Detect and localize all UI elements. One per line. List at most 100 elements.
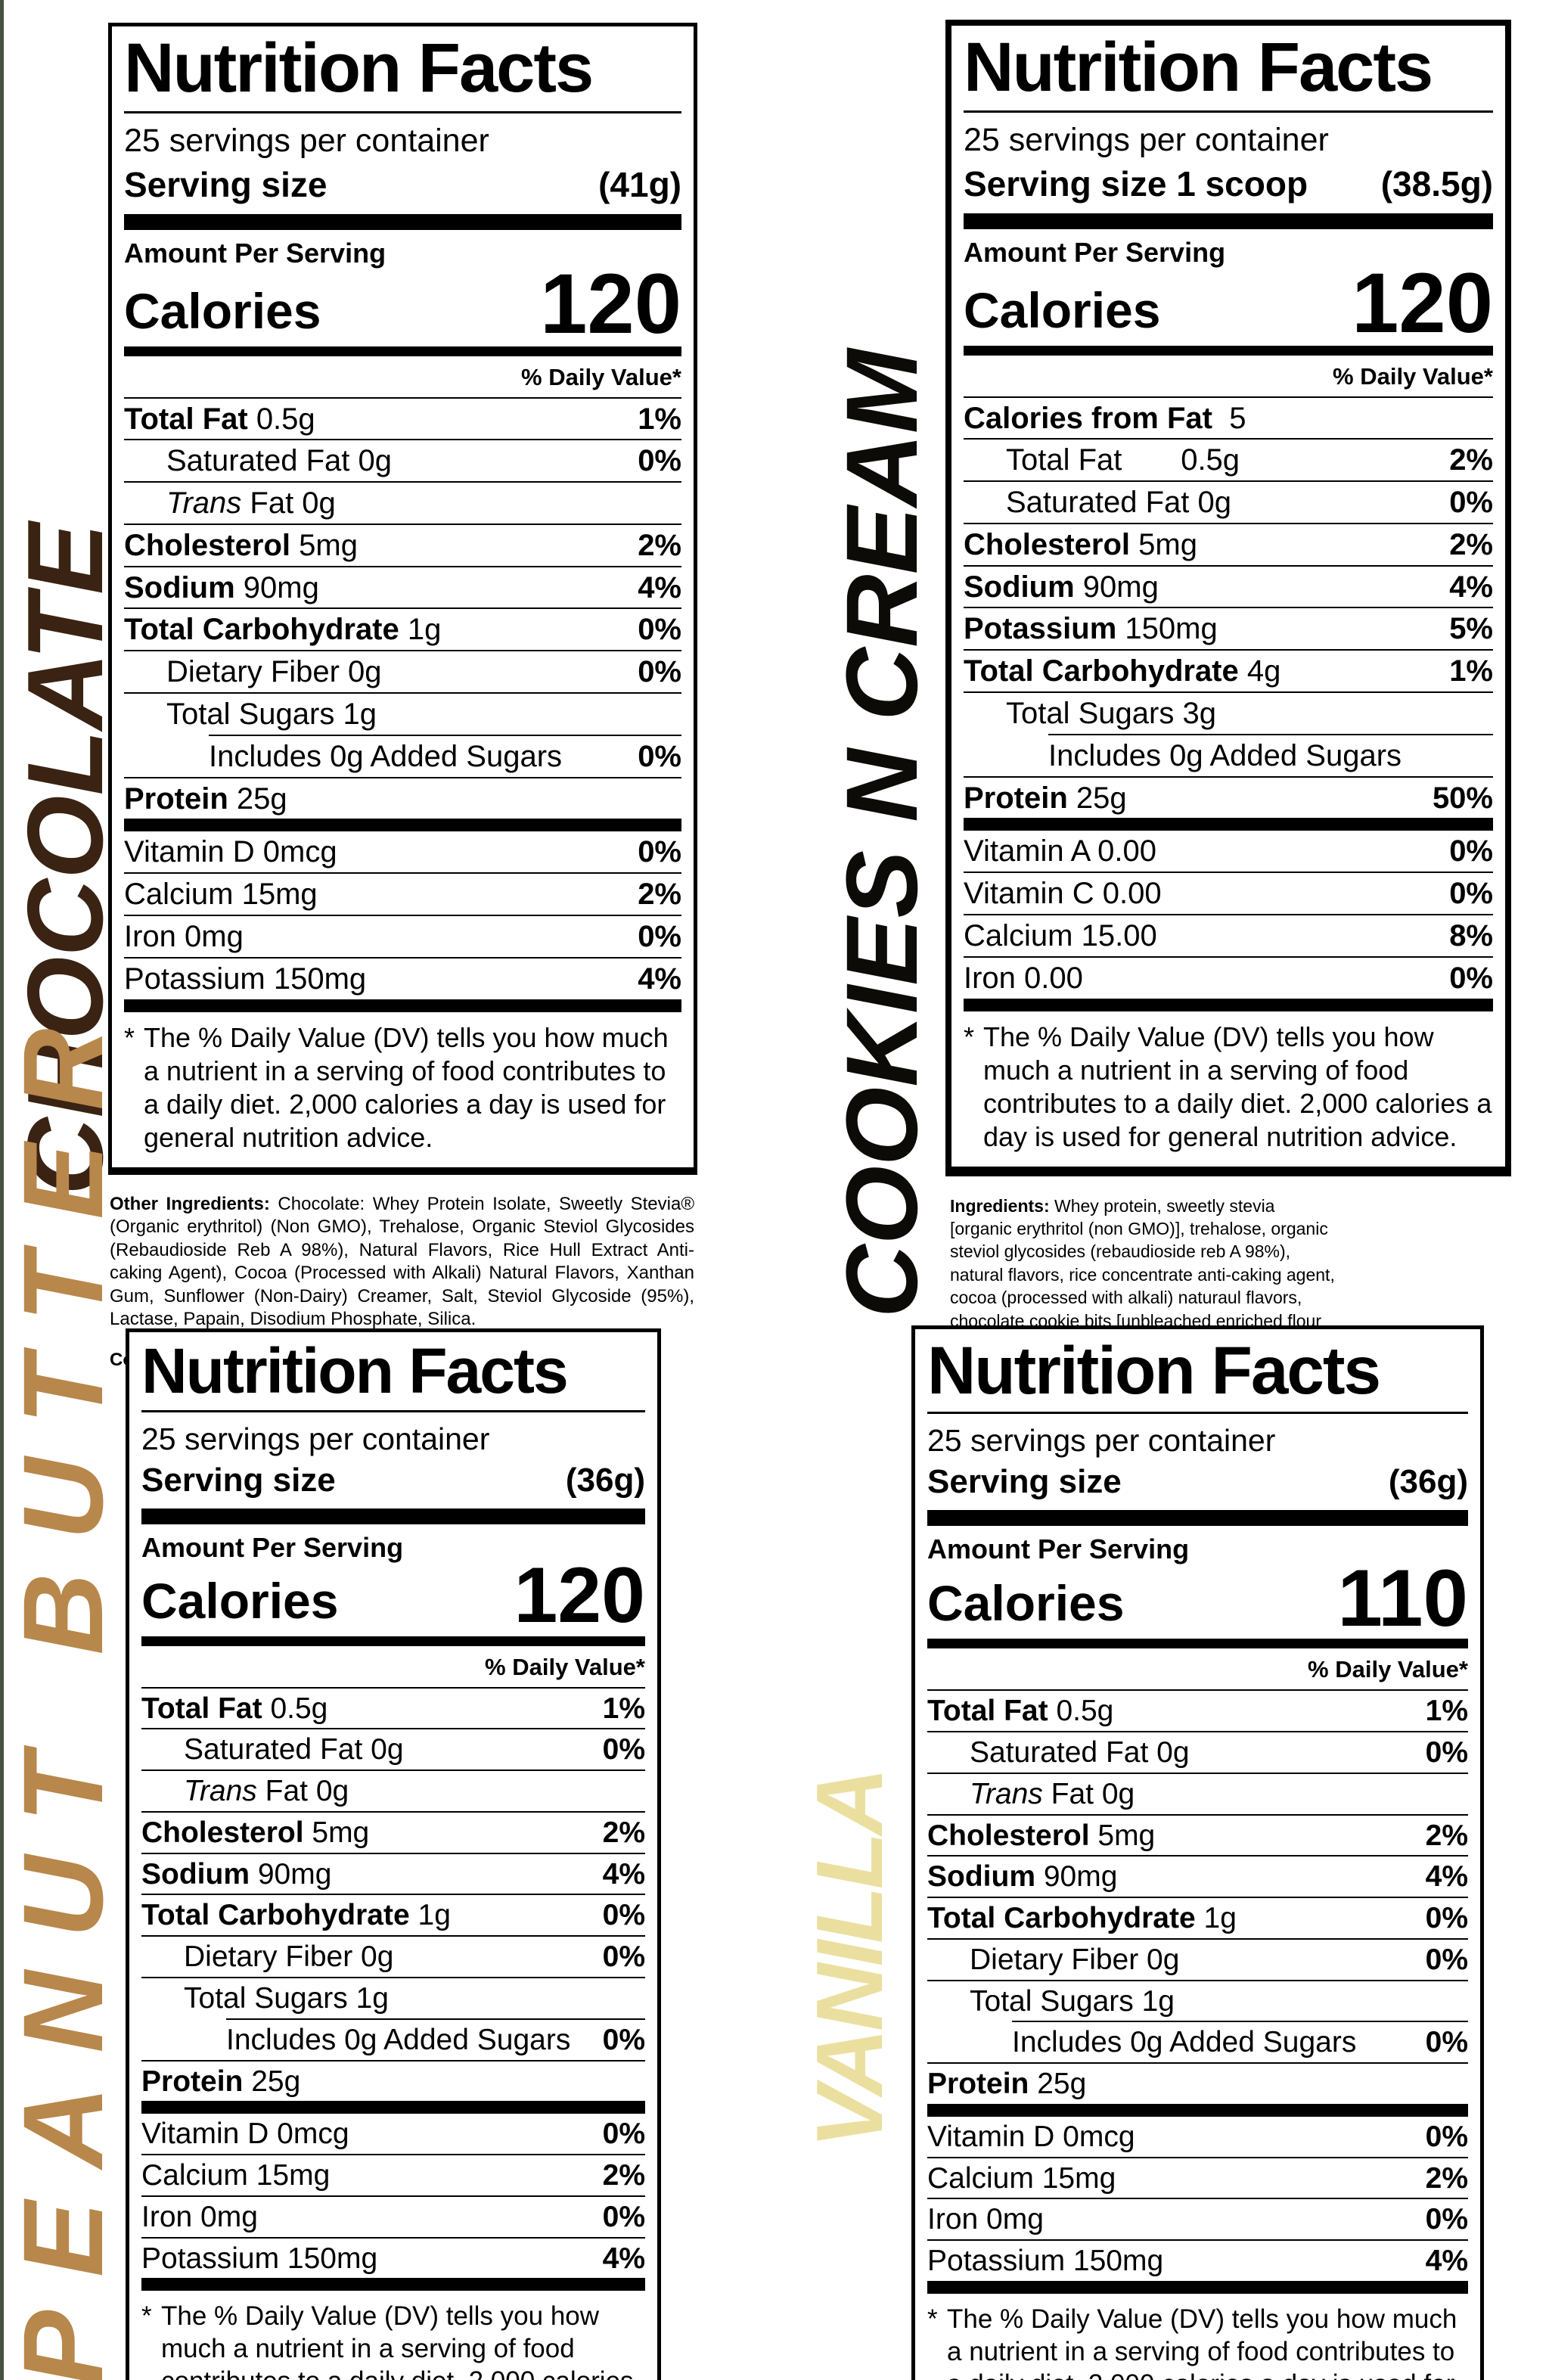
label-vanilla: Nutrition Facts 25 servings per containe… [911,1325,1484,2380]
daily-value-percent: 0% [602,2117,645,2151]
daily-value-percent: 0% [602,1940,645,1974]
nutrient-row: Vitamin A 0.00 0% [964,834,1493,868]
serving-size-row: Serving size 1 scoop (38.5g) [964,160,1493,213]
daily-value-header: % Daily Value* [521,363,681,390]
daily-value-percent: 4% [1449,570,1493,604]
daily-value-percent: 0% [1425,1943,1468,1976]
daily-value-percent: 0% [1449,486,1493,520]
divider-bar-section [124,819,681,832]
daily-value-header: % Daily Value* [1308,1656,1468,1683]
daily-value-percent: 1% [1449,654,1493,688]
label-chocolate: Nutrition Facts 25 servings per containe… [108,23,697,1371]
serving-size-label: Serving size 1 scoop [964,163,1308,204]
daily-value-percent: 4% [638,570,681,604]
nutrient-row: Includes 0g Added Sugars 0% [124,734,681,777]
divider-bar-section [141,2278,645,2291]
daily-value-percent: 0% [1425,2120,1468,2153]
serving-size-weight: (38.5g) [1380,163,1493,204]
daily-value-percent: 0% [602,2023,645,2056]
label-title: Nutrition Facts [141,1335,645,1413]
vitamin-rows: Vitamin D 0mcg 0% Calcium 15mg 2% Iron 0mg 0%… [927,2117,1468,2281]
label-title: Nutrition Facts [124,30,681,113]
ingredients-lead: Ingredients: [950,1195,1050,1216]
footnote-text: The % Daily Value (DV) tells you how muc… [983,1021,1492,1153]
calories-value: 110 [1337,1552,1468,1643]
calories-label: Calories [927,1575,1125,1632]
serving-size-row: Serving size (36g) [141,1459,645,1508]
page-edge-strip [0,0,4,2380]
daily-value-percent: 0% [1449,834,1493,868]
divider-bar-section [964,998,1493,1011]
daily-value-header: % Daily Value* [485,1653,645,1680]
serving-size-row: Serving size (41g) [124,161,681,214]
servings-per-container: 25 servings per container [141,1421,490,1457]
nutrient-row: Sodium 90mg 4% [141,1852,645,1894]
nutrient-row: Total Fat 0.5g 1% [141,1686,645,1729]
daily-value-percent: 0% [1425,2203,1468,2236]
nutrient-row: Total Carbohydrate 1g 0% [927,1897,1468,1938]
nutrient-row: Sodium 90mg 4% [964,564,1493,607]
calories-label: Calories [141,1572,339,1629]
divider-bar-thick [124,213,681,230]
daily-value-percent: 2% [1449,443,1493,477]
nutrient-row: Trans Fat 0g [927,1772,1468,1814]
nutrient-row: Protein 25g [927,2062,1468,2104]
label-peanut-butter: Nutrition Facts 25 servings per containe… [126,1328,661,2380]
daily-value-header: % Daily Value* [1333,362,1493,390]
calories-row: Calories 120 [964,260,1493,346]
serving-size-weight: (41g) [598,164,681,204]
nutrient-row: Saturated Fat 0g 0% [141,1728,645,1769]
footnote: * The % Daily Value (DV) tells you how m… [927,2294,1468,2380]
daily-value-percent: 0% [638,613,681,647]
daily-value-percent: 2% [638,528,681,562]
nutrient-row: Protein 25g [141,2059,645,2102]
daily-value-percent: 2% [602,2159,645,2192]
nutrient-rows: Total Fat 0.5g 1% Saturated Fat 0g 0% Trans … [927,1689,1468,2104]
footnote: * The % Daily Value (DV) tells you how m… [964,1011,1493,1159]
nutrient-row: Iron 0.00 0% [964,955,1493,999]
daily-value-percent: 8% [1449,919,1493,953]
daily-value-percent: 4% [602,2242,645,2275]
nutrient-row: Sodium 90mg 4% [124,565,681,608]
footnote: * The % Daily Value (DV) tells you how m… [124,1012,681,1160]
daily-value-percent: 0% [638,444,681,478]
nutrient-row: Cholesterol 5mg 2% [927,1813,1468,1856]
servings-per-container: 25 servings per container [124,122,489,159]
nutrition-facts-box: Nutrition Facts 25 servings per containe… [911,1325,1484,2380]
nutrient-row: Total Fat 0.5g 1% [927,1689,1468,1731]
nutrient-row: Potassium 150mg 4% [141,2236,645,2279]
daily-value-percent: 2% [602,1816,645,1849]
daily-value-percent: 2% [638,878,681,912]
daily-value-percent: 2% [1425,1819,1468,1852]
calories-label: Calories [124,282,321,339]
nutrient-row: Iron 0mg 0% [141,2195,645,2237]
divider-bar-section [927,2281,1468,2294]
servings-per-container: 25 servings per container [964,121,1329,158]
nutrient-row: Potassium 150mg 4% [927,2239,1468,2281]
calories-label: Calories [964,281,1161,338]
nutrient-row: Protein 25g [124,776,681,819]
nutrient-row: Calcium 15mg 2% [927,2156,1468,2198]
divider-bar-medium [124,346,681,356]
calories-row: Calories 120 [141,1556,645,1636]
serving-size-row: Serving size (36g) [927,1460,1468,1510]
divider-bar-medium [964,345,1493,356]
divider-bar-section [927,2103,1468,2117]
nutrient-row: Includes 0g Added Sugars [964,733,1493,776]
footnote-asterisk: * [124,1021,135,1053]
flavor-title-peanut-butter: PEANUT BUTTER [0,995,126,2380]
ingredients-body: Chocolate: Whey Protein Isolate, Sweetly… [110,1193,694,1330]
footnote-text: The % Daily Value (DV) tells you how muc… [161,2301,634,2380]
vitamin-rows: Vitamin A 0.00 0% Vitamin C 0.00 0% Calcium … [964,831,1493,998]
footnote-asterisk: * [141,2301,152,2332]
nutrient-rows: Total Fat 0.5g 1% Saturated Fat 0g 0% Trans … [124,396,681,819]
label-title: Nutrition Facts [964,29,1493,113]
calories-value: 120 [540,256,681,351]
daily-value-percent: 50% [1432,781,1493,815]
daily-value-percent: 0% [602,1899,645,1932]
nutrient-row: Dietary Fiber 0g 0% [124,650,681,692]
daily-value-percent: 4% [1425,1860,1468,1894]
nutrient-row: Dietary Fiber 0g 0% [141,1935,645,1977]
nutrient-row: Calcium 15mg 2% [141,2154,645,2195]
